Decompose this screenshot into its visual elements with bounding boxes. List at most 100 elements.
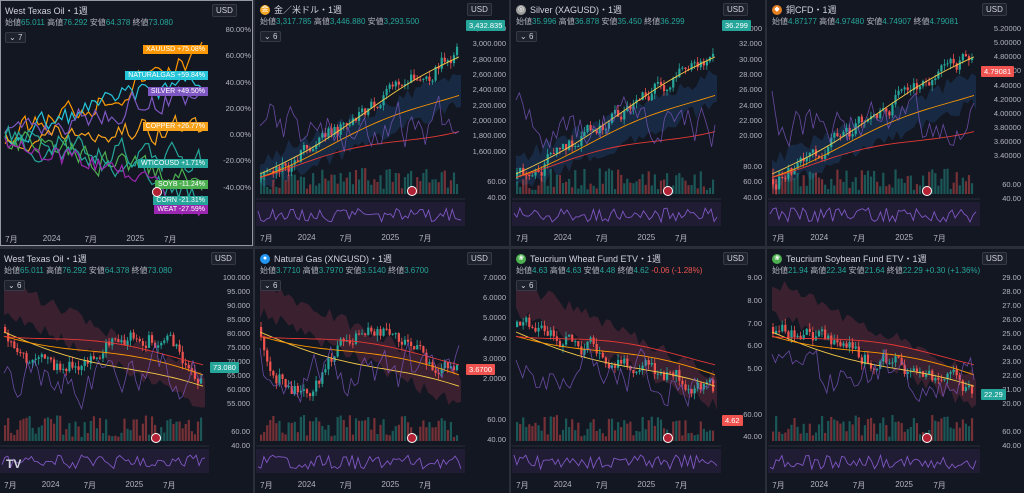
candle-body bbox=[278, 166, 281, 172]
time-axis[interactable]: 7月 2024 7月 2025 7月 bbox=[1, 234, 210, 245]
comparison-legend-tag[interactable]: XAUUSD +75.08% bbox=[143, 45, 208, 54]
volume-bar bbox=[894, 169, 897, 194]
time-axis[interactable]: 7月 2024 7月 2025 7月 bbox=[256, 233, 465, 245]
price-axis[interactable]: 100.000 95.000 90.000 85.000 80.000 75.000 70.… bbox=[209, 269, 250, 473]
volume-bar bbox=[364, 168, 367, 194]
chart-pane[interactable]: ❀ Teucrium Wheat Fund ETV・1週 始値4.63 高値4.63… bbox=[512, 249, 765, 493]
symbol-title[interactable]: West Texas Oil・1週 bbox=[4, 252, 87, 265]
volume-bar bbox=[546, 185, 549, 194]
indicator-toggle-button[interactable]: ⌄ 6 bbox=[260, 31, 282, 42]
chart-pane[interactable]: 金金／米ドル・1週 始値3,317.785 高値3,446.880 安値3,293… bbox=[256, 0, 509, 246]
pane-divider[interactable] bbox=[509, 0, 511, 246]
pane-divider[interactable] bbox=[509, 249, 511, 493]
currency-selector[interactable]: USD bbox=[723, 3, 748, 16]
symbol-title[interactable]: ● Natural Gas (XNGUSD)・1週 bbox=[260, 252, 392, 265]
indicator-toggle-button[interactable]: ⌄ 6 bbox=[260, 280, 282, 291]
us-flag-icon bbox=[663, 433, 673, 443]
symbol-title[interactable]: ❀ Teucrium Wheat Fund ETV・1週 bbox=[516, 252, 661, 265]
price-chart-canvas[interactable] bbox=[512, 0, 765, 246]
candle-body bbox=[379, 329, 382, 336]
price-axis[interactable]: 80.00% 60.00% 40.00% 20.00% 0.00% -20.00% -40.… bbox=[210, 21, 251, 227]
indicator-toggle-button[interactable]: ⌄ 6 bbox=[516, 280, 538, 291]
candle-body bbox=[900, 89, 903, 91]
time-axis[interactable]: 7月 2024 7月 2025 7月 bbox=[0, 480, 209, 492]
candle-body bbox=[419, 79, 422, 81]
pane-divider[interactable] bbox=[765, 0, 767, 246]
currency-selector[interactable]: USD bbox=[467, 3, 492, 16]
volume-bar bbox=[397, 173, 400, 194]
indicator-toggle-button[interactable]: ⌄ 6 bbox=[4, 280, 26, 291]
time-axis[interactable]: 7月 2024 7月 2025 7月 bbox=[512, 233, 721, 245]
price-axis[interactable]: 29.00 28.00 27.00 26.00 25.00 24.00 23.00 22.00… bbox=[980, 269, 1021, 473]
time-tick-label: 2024 bbox=[297, 233, 316, 242]
currency-selector[interactable]: USD bbox=[211, 252, 236, 265]
volume-bar bbox=[299, 416, 302, 441]
comparison-legend-tag[interactable]: SOYB -11.24% bbox=[155, 180, 208, 189]
volume-bar bbox=[574, 170, 577, 194]
chart-pane[interactable]: ❀ Teucrium Soybean Fund ETV・1週 始値21.94 高値2… bbox=[768, 249, 1024, 493]
price-chart-canvas[interactable] bbox=[768, 0, 1024, 246]
tradingview-logo-icon[interactable]: TV bbox=[6, 457, 22, 471]
currency-selector[interactable]: USD bbox=[212, 4, 237, 17]
pane-divider[interactable] bbox=[0, 246, 1024, 249]
time-axis[interactable]: 7月 2024 7月 2025 7月 bbox=[768, 233, 980, 245]
comparison-legend-tag[interactable]: CORN -21.31% bbox=[153, 196, 208, 205]
currency-selector[interactable]: USD bbox=[982, 3, 1007, 16]
currency-selector[interactable]: USD bbox=[467, 252, 492, 265]
pane-divider[interactable] bbox=[253, 249, 255, 493]
price-chart-canvas[interactable] bbox=[768, 249, 1024, 493]
volume-bar bbox=[37, 427, 40, 441]
price-axis[interactable]: 34.00032.00030.00028.00026.00024.00022.0… bbox=[721, 20, 762, 226]
volume-bar bbox=[885, 425, 888, 441]
volume-bar bbox=[522, 179, 525, 194]
symbol-title[interactable]: West Texas Oil・1週 bbox=[5, 4, 88, 17]
axis-tick-label: 3.60000 bbox=[993, 137, 1021, 147]
volume-bar bbox=[354, 170, 358, 194]
symbol-title[interactable]: 金金／米ドル・1週 bbox=[260, 3, 342, 16]
indicator-toggle-button[interactable]: ⌄ 7 bbox=[5, 32, 27, 43]
price-axis[interactable]: 9.00 8.00 7.00 6.00 5.00 60.00 40.00 bbox=[721, 269, 762, 473]
volume-bar bbox=[659, 419, 663, 441]
chart-pane[interactable]: ◎ Silver (XAGUSD)・1週 始値35.996 高値36.878 安値3… bbox=[512, 0, 765, 246]
time-axis[interactable]: 7月 2024 7月 2025 7月 bbox=[256, 480, 465, 492]
rsi-line bbox=[1, 454, 206, 470]
volume-bar bbox=[784, 174, 787, 194]
volume-bar bbox=[287, 175, 290, 194]
candle-body bbox=[516, 171, 519, 179]
comparison-legend-tag[interactable]: COPPER +26.77% bbox=[142, 122, 208, 131]
currency-selector[interactable]: USD bbox=[982, 252, 1007, 265]
price-chart-canvas[interactable] bbox=[256, 0, 509, 246]
chart-pane[interactable]: ◆ 銅CFD・1週 始値4.87177 高値4.97480 安値4.74907 終値… bbox=[768, 0, 1024, 246]
price-chart-canvas[interactable] bbox=[512, 249, 765, 493]
comparison-legend-tag[interactable]: WTICOUSD +1.71% bbox=[138, 159, 208, 168]
time-axis[interactable]: 7月 2024 7月 2025 7月 bbox=[512, 480, 721, 492]
candle-body bbox=[519, 321, 522, 326]
price-axis[interactable]: 7.0000 6.0000 5.0000 4.0000 3.0000 2.0000 60.0… bbox=[465, 269, 506, 473]
price-axis[interactable]: 3,200.0003,000.0002,800.0002,600.0002,40… bbox=[465, 20, 506, 226]
pane-divider[interactable] bbox=[253, 0, 255, 246]
candle-body bbox=[684, 67, 687, 70]
time-axis[interactable]: 7月 2024 7月 2025 7月 bbox=[768, 480, 980, 492]
chart-pane[interactable]: West Texas Oil・1週 始値65.011 高値76.292 安値64.… bbox=[0, 0, 253, 246]
volume-bar bbox=[160, 427, 163, 441]
candle-body bbox=[842, 343, 845, 346]
pane-divider[interactable] bbox=[765, 249, 767, 493]
comparison-legend-tag[interactable]: NATURALGAS +59.84% bbox=[125, 71, 208, 80]
price-chart-canvas[interactable] bbox=[0, 249, 253, 493]
chart-pane[interactable]: West Texas Oil・1週 始値65.011 高値76.292 安値64.… bbox=[0, 249, 253, 493]
volume-bar bbox=[199, 417, 203, 441]
volume-bar bbox=[793, 418, 796, 441]
indicator-toggle-button[interactable]: ⌄ 6 bbox=[516, 31, 538, 42]
comparison-legend-tag[interactable]: SILVER +49.50% bbox=[147, 87, 208, 96]
chart-pane[interactable]: ● Natural Gas (XNGUSD)・1週 始値3.7710 高値3.797… bbox=[256, 249, 509, 493]
symbol-title[interactable]: ◎ Silver (XAGUSD)・1週 bbox=[516, 3, 622, 16]
price-axis[interactable]: 5.200005.000004.800004.600004.400004.200… bbox=[980, 20, 1021, 226]
comparison-legend-tag[interactable]: WEAT -27.59% bbox=[154, 205, 208, 214]
price-chart-canvas[interactable] bbox=[256, 249, 509, 493]
time-tick-label: 2024 bbox=[810, 233, 829, 242]
symbol-title[interactable]: ❀ Teucrium Soybean Fund ETV・1週 bbox=[772, 252, 927, 265]
currency-selector[interactable]: USD bbox=[723, 252, 748, 265]
candle-body bbox=[305, 389, 309, 394]
volume-bar bbox=[166, 420, 169, 441]
symbol-title[interactable]: ◆ 銅CFD・1週 bbox=[772, 3, 837, 16]
